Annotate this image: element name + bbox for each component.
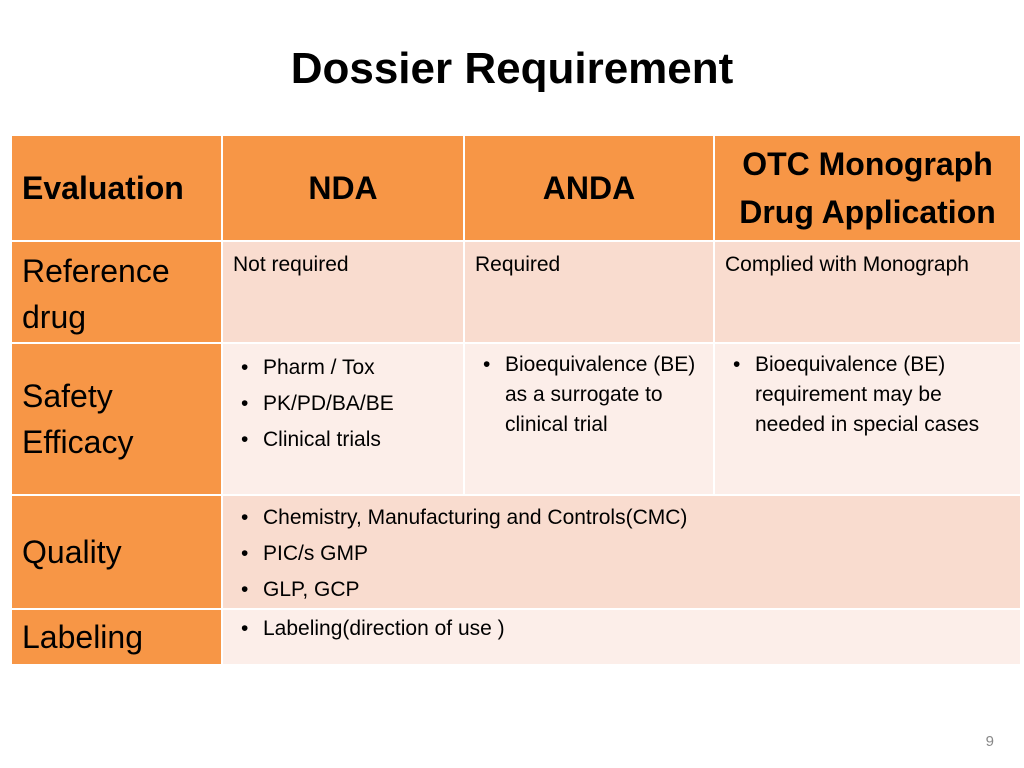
header-nda: NDA <box>223 136 463 240</box>
header-otc: OTC Monograph Drug Application <box>715 136 1020 240</box>
cell-labeling: Labeling(direction of use ) <box>223 610 1020 664</box>
list-item: GLP, GCP <box>241 572 1010 608</box>
header-evaluation: Evaluation <box>12 136 221 240</box>
list-item: Bioequivalence (BE) as a surrogate to cl… <box>483 350 703 440</box>
row-label-safety: Safety Efficacy <box>12 344 221 494</box>
dossier-table: Evaluation NDA ANDA OTC Monograph Drug A… <box>12 136 1020 664</box>
cell-reference-nda: Not required <box>223 242 463 342</box>
cell-reference-otc: Complied with Monograph <box>715 242 1020 342</box>
list-item: PIC/s GMP <box>241 536 1010 572</box>
cell-safety-otc: Bioequivalence (BE) requirement may be n… <box>715 344 1020 494</box>
list-item: Clinical trials <box>241 422 453 458</box>
cell-quality: Chemistry, Manufacturing and Controls(CM… <box>223 496 1020 608</box>
row-label-reference: Reference drug <box>12 242 221 342</box>
list-item: Pharm / Tox <box>241 350 453 386</box>
header-anda: ANDA <box>465 136 713 240</box>
slide-title: Dossier Requirement <box>290 44 734 93</box>
list-item: Bioequivalence (BE) requirement may be n… <box>733 350 1010 440</box>
list-item: Chemistry, Manufacturing and Controls(CM… <box>241 500 1010 536</box>
cell-safety-nda: Pharm / Tox PK/PD/BA/BE Clinical trials <box>223 344 463 494</box>
list-item: PK/PD/BA/BE <box>241 386 453 422</box>
page-number: 9 <box>985 733 994 750</box>
list-item: Labeling(direction of use ) <box>241 614 1010 644</box>
row-label-quality: Quality <box>12 496 221 608</box>
cell-reference-anda: Required <box>465 242 713 342</box>
row-label-labeling: Labeling <box>12 610 221 664</box>
cell-safety-anda: Bioequivalence (BE) as a surrogate to cl… <box>465 344 713 494</box>
